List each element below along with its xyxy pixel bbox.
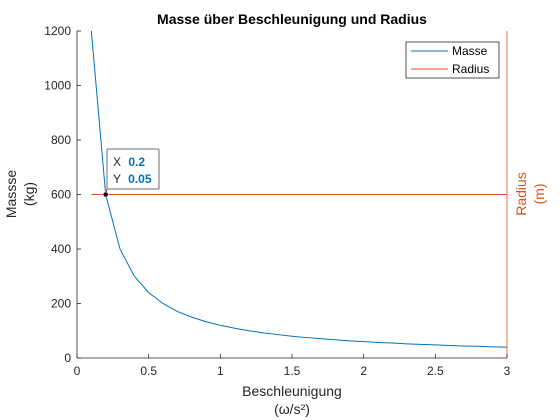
y-axis-right-unit: (m) [531, 184, 547, 205]
y-tick-label: 1200 [44, 24, 71, 38]
x-tick-label: 3 [504, 364, 511, 378]
x-ticks: 0 0.5 1 1.5 2 2.5 3 [74, 354, 511, 378]
y-tick-label: 600 [51, 188, 71, 202]
series-layer [90, 31, 507, 348]
x-tick-label: 0 [74, 364, 81, 378]
y-tick-label: 800 [51, 133, 71, 147]
x-tick-label: 2.5 [427, 364, 444, 378]
datatip: X 0.2 Y 0.05 [102, 148, 160, 198]
datatip-y-label: Y [113, 172, 121, 186]
legend: Masse Radius [405, 41, 500, 79]
y-ticks-left: 0 200 400 600 800 1000 1200 [44, 24, 81, 365]
svg-text:X 0.2: X 0.2 [113, 155, 145, 169]
y-axis-left-label: Massse [3, 170, 19, 218]
x-tick-label: 0.5 [140, 364, 157, 378]
y-tick-label: 200 [51, 297, 71, 311]
y-axis-left-unit: (kg) [21, 182, 37, 206]
series-line-masse [90, 31, 507, 348]
datatip-box [106, 148, 160, 190]
legend-label-masse: Masse [452, 44, 488, 58]
datatip-y-value: 0.05 [128, 172, 152, 186]
svg-text:Y 0.05: Y 0.05 [113, 172, 152, 186]
y-tick-label: 1000 [44, 79, 71, 93]
legend-box [405, 41, 500, 79]
y-axis-right-label: Radius [513, 172, 529, 216]
datatip-x-value: 0.2 [128, 155, 145, 169]
x-axis-unit: (ω/s²) [274, 401, 310, 417]
x-tick-label: 2 [360, 364, 367, 378]
chart-title: Masse über Beschleunigung und Radius [157, 11, 427, 27]
datatip-x-label: X [113, 155, 121, 169]
x-axis-label: Beschleunigung [242, 383, 342, 399]
y-tick-label: 400 [51, 242, 71, 256]
x-tick-label: 1 [217, 364, 224, 378]
legend-label-radius: Radius [452, 62, 489, 76]
datatip-marker [102, 191, 109, 198]
y-tick-label: 0 [64, 351, 71, 365]
x-tick-label: 1.5 [284, 364, 301, 378]
